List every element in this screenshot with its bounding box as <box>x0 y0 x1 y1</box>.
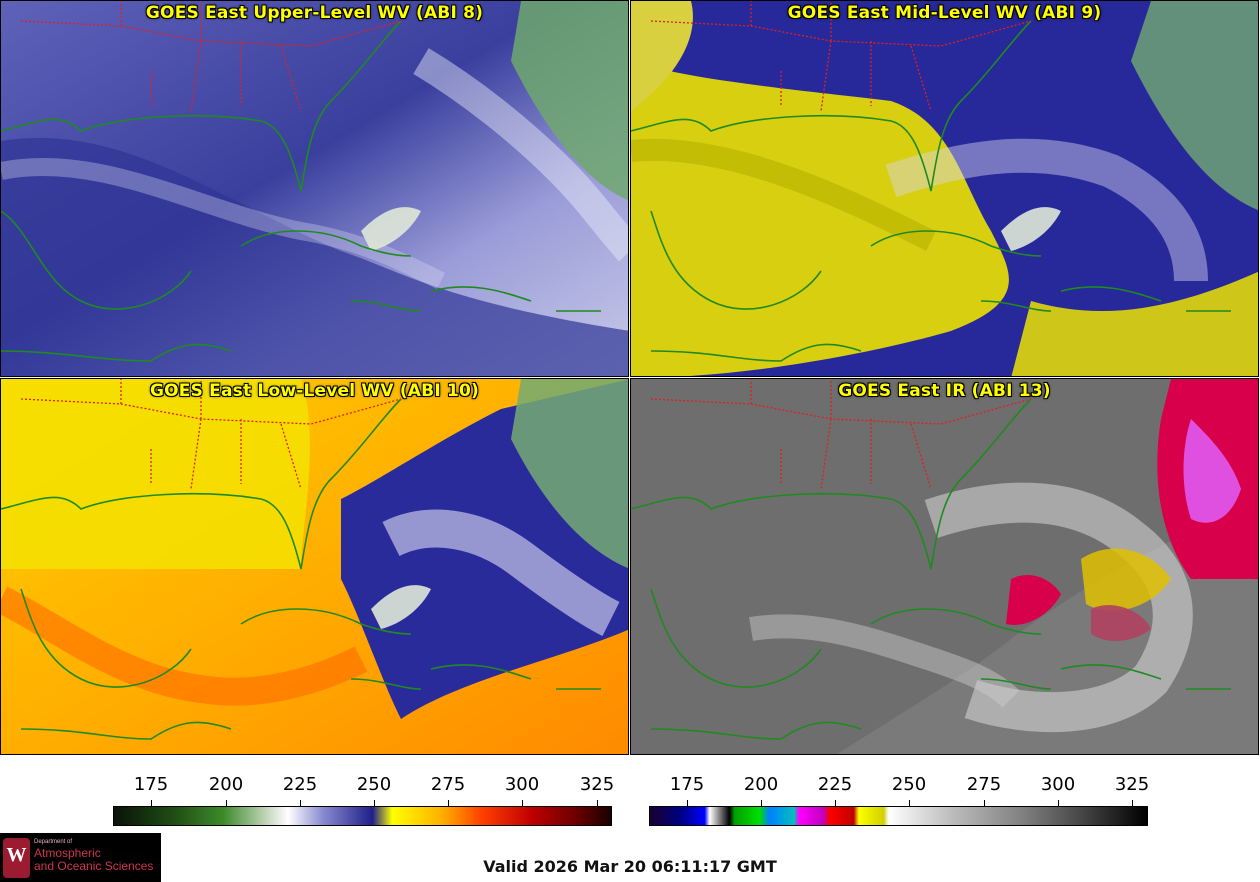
ir-tick <box>984 800 985 806</box>
wv-tick <box>151 800 152 806</box>
ir-tick <box>1132 800 1133 806</box>
ir-tick-label: 300 <box>1040 774 1076 795</box>
wv-tick <box>300 800 301 806</box>
ir-tick-label: 250 <box>891 774 927 795</box>
map-low-level <box>1 379 628 754</box>
wv-tick <box>522 800 523 806</box>
colorbar-wv <box>113 806 612 826</box>
panel-title: GOES East IR (ABI 13) <box>838 381 1051 401</box>
ir-tick <box>1058 800 1059 806</box>
wv-tick <box>597 800 598 806</box>
ir-tick-label: 325 <box>1114 774 1150 795</box>
panel-mid-level-wv: GOES East Mid-Level WV (ABI 9) <box>630 0 1259 377</box>
wv-tick-label: 275 <box>430 774 466 795</box>
panel-low-level-wv: GOES East Low-Level WV (ABI 10) <box>0 378 629 755</box>
wv-tick-label: 250 <box>356 774 392 795</box>
wv-tick-label: 325 <box>579 774 615 795</box>
uw-seal-icon: W <box>3 838 30 878</box>
ir-tick-label: 200 <box>743 774 779 795</box>
map-ir <box>631 379 1258 754</box>
ir-tick-label: 175 <box>669 774 705 795</box>
wv-tick <box>448 800 449 806</box>
logo-line1: Department of <box>34 839 73 845</box>
colorbar-ir <box>649 806 1148 826</box>
ir-tick-label: 275 <box>966 774 1002 795</box>
panel-title: GOES East Upper-Level WV (ABI 8) <box>145 3 484 23</box>
map-upper-level <box>1 1 628 376</box>
wv-tick-label: 175 <box>133 774 169 795</box>
map-mid-level <box>631 1 1258 376</box>
panel-title: GOES East Mid-Level WV (ABI 9) <box>787 3 1102 23</box>
wv-tick <box>226 800 227 806</box>
logo-line3-text: and Oceanic Sciences <box>34 859 154 873</box>
wv-tick-label: 300 <box>504 774 540 795</box>
wv-tick <box>374 800 375 806</box>
panel-ir: GOES East IR (ABI 13) <box>630 378 1259 755</box>
logo-line2: Atmospheric and Oceanic Sciences <box>34 847 153 873</box>
panel-title: GOES East Low-Level WV (ABI 10) <box>149 381 479 401</box>
ir-tick <box>761 800 762 806</box>
uw-aos-logo: W Department of Atmospheric and Oceanic … <box>0 833 161 882</box>
ir-tick <box>687 800 688 806</box>
wv-tick-label: 225 <box>282 774 318 795</box>
panel-upper-level-wv: GOES East Upper-Level WV (ABI 8) <box>0 0 629 377</box>
ir-tick-label: 225 <box>817 774 853 795</box>
valid-time: Valid 2026 Mar 20 06:11:17 GMT <box>483 857 777 876</box>
wv-tick-label: 200 <box>208 774 244 795</box>
ir-tick <box>909 800 910 806</box>
logo-line2-text: Atmospheric <box>34 846 101 860</box>
ir-tick <box>835 800 836 806</box>
